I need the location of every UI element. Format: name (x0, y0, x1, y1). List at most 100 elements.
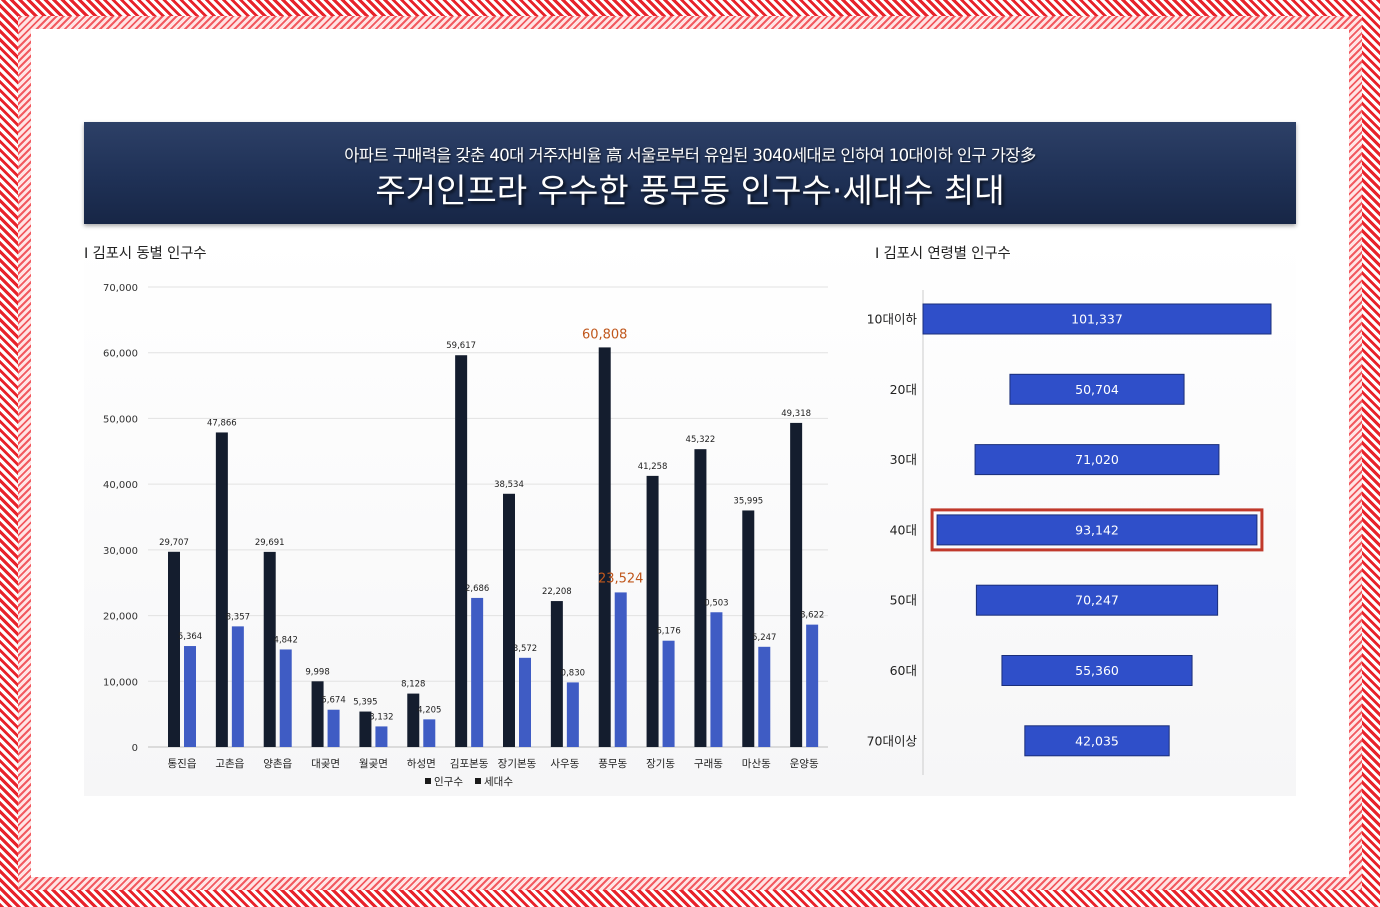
bar-value-label: 47,866 (207, 418, 237, 428)
households-bar (566, 682, 579, 747)
bar-value-label: 6,176 (656, 627, 680, 637)
bar-value-label: 35,995 (733, 496, 763, 506)
age-bar-value-label: 50,704 (1075, 382, 1119, 397)
age-bar-value-label: 71,020 (1075, 452, 1119, 467)
population-bar (311, 681, 324, 747)
banner-title: 주거인프라 우수한 풍무동 인구수·세대수 최대 (375, 171, 1005, 210)
households-bar (710, 612, 723, 747)
bar-value-label: 5,364 (178, 632, 202, 642)
households-bar (375, 726, 388, 747)
y-tick-label: 50,000 (103, 414, 138, 425)
households-bar (184, 646, 196, 747)
age-category-label: 40대 (890, 522, 917, 537)
households-bar (471, 597, 484, 747)
bar-value-label: 3,132 (369, 712, 393, 722)
age-bar (922, 303, 1272, 335)
bar-value-label: 59,617 (446, 341, 476, 351)
bar-value-label: 29,707 (159, 538, 189, 548)
x-tick-label: 장기동 (646, 758, 675, 770)
x-tick-label: 통진읍 (168, 758, 197, 770)
dong-population-chart: 0 10,000 20,000 30,000 40,000 50,000 60,000 70,… (103, 283, 828, 788)
population-bar (646, 475, 659, 747)
x-tick-label: 풍무동 (598, 758, 627, 770)
bar-value-label: 0,830 (561, 668, 585, 678)
population-bar (359, 711, 372, 747)
population-bar (790, 422, 803, 747)
bar-value-label: 29,691 (255, 538, 285, 548)
x-tick-label: 대곶면 (311, 758, 340, 770)
population-bar (263, 551, 276, 747)
age-bar (974, 444, 1220, 476)
bar-value-label: 4,205 (417, 705, 441, 715)
age-bar (1024, 725, 1170, 757)
bar-value-label: 45,322 (686, 435, 716, 445)
households-bar (614, 592, 627, 747)
households-bar (231, 626, 244, 747)
x-tick-label: 운양동 (790, 758, 819, 770)
age-category-label: 20대 (890, 382, 917, 397)
age-bar (1001, 655, 1193, 686)
age-category-label: 60대 (890, 663, 917, 678)
bar-value-label: 8,622 (800, 611, 824, 621)
population-bar (694, 449, 707, 747)
bar-value-label: 5,247 (752, 633, 776, 643)
bar-value-label: 22,208 (542, 587, 572, 597)
bar-value-label: 9,998 (305, 667, 329, 677)
x-tick-label: 사우동 (550, 758, 579, 770)
highlight-border (930, 508, 1264, 552)
age-bar-value-label: 55,360 (1075, 663, 1119, 678)
x-tick-label: 김포본동 (450, 758, 489, 770)
x-tick-label: 하성면 (407, 757, 436, 770)
bar-value-label: 0,503 (704, 598, 728, 608)
bar-value-label: 5,674 (321, 696, 345, 706)
age-chart-section-title: I 김포시 연령별 인구수 (875, 246, 1011, 262)
households-bar (327, 709, 340, 747)
age-category-label: 10대이하 (867, 312, 918, 327)
x-tick-label: 양촌읍 (263, 758, 292, 770)
age-category-label: 70대이상 (867, 733, 918, 748)
households-bar (662, 640, 675, 747)
x-tick-label: 월곶면 (359, 758, 388, 770)
x-tick-label: 마산동 (742, 758, 771, 770)
legend-swatch (475, 778, 481, 784)
bar-value-label: 3,572 (513, 644, 537, 654)
age-population-chart: 101,337 10대이하 50,704 20대 71,020 30대 93,142 40대 7… (867, 290, 1272, 775)
age-bar-value-label: 42,035 (1075, 733, 1119, 748)
bar-value-label: 49,318 (781, 409, 811, 419)
banner-subtitle: 아파트 구매력을 갖춘 40대 거주자비율 高 서울로부터 유입된 3040세대… (344, 146, 1036, 165)
population-bar (455, 355, 468, 747)
y-tick-label: 10,000 (103, 677, 138, 688)
y-tick-label: 60,000 (103, 349, 138, 360)
y-tick-label: 70,000 (103, 283, 138, 294)
x-tick-label: 장기본동 (498, 758, 537, 770)
households-bar (758, 646, 771, 747)
y-tick-label: 0 (132, 743, 138, 754)
population-bar (503, 493, 515, 747)
households-bar (279, 649, 292, 747)
population-bar (215, 432, 228, 747)
y-tick-label: 30,000 (103, 546, 138, 557)
population-bar (168, 551, 180, 747)
bar-value-label: 8,357 (226, 612, 250, 622)
age-bar-value-label: 101,337 (1071, 312, 1123, 327)
y-tick-label: 20,000 (103, 612, 138, 623)
bar-value-label: 2,686 (465, 584, 489, 594)
bar-value-label: 5,395 (353, 698, 377, 708)
bar-value-label: 4,842 (274, 635, 298, 645)
x-tick-label: 구래동 (694, 758, 723, 770)
y-tick-label: 40,000 (103, 480, 138, 491)
households-bar (806, 624, 819, 747)
households-bar (519, 657, 531, 747)
population-bar (742, 510, 755, 747)
legend-swatch (425, 778, 431, 784)
legend-label: 세대수 (484, 776, 513, 788)
x-tick-label: 고촌읍 (215, 758, 244, 770)
highlight-value-label: 60,808 (582, 327, 628, 342)
bar-value-label: 38,534 (494, 480, 524, 490)
highlight-value-label: 23,524 (598, 571, 644, 586)
legend-label: 인구수 (434, 776, 463, 788)
age-category-label: 50대 (890, 593, 917, 608)
bar-value-label: 41,258 (638, 462, 668, 472)
age-bar-value-label: 93,142 (1075, 522, 1119, 537)
age-bar (1009, 373, 1185, 405)
